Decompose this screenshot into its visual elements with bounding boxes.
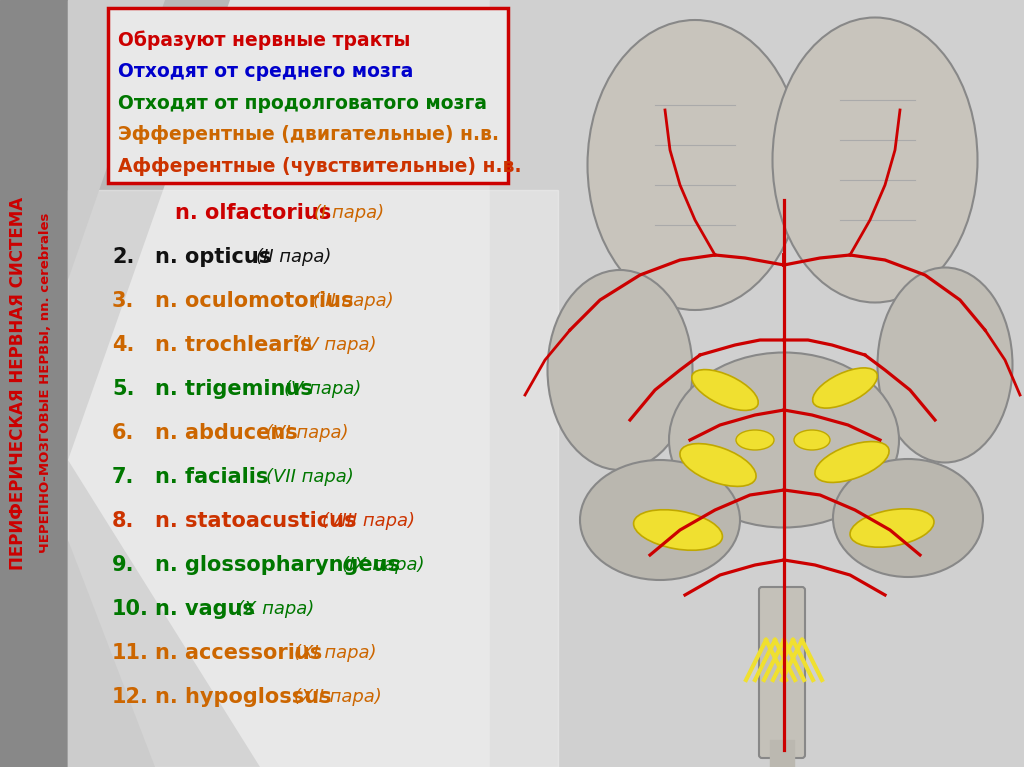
Ellipse shape <box>680 443 756 486</box>
Text: ЧЕРЕПНО-МОЗГОВЫЕ НЕРВЫ, nn. cerebrales: ЧЕРЕПНО-МОЗГОВЫЕ НЕРВЫ, nn. cerebrales <box>40 212 52 553</box>
Text: Отходят от продолговатого мозга: Отходят от продолговатого мозга <box>118 94 487 113</box>
Text: 6.: 6. <box>112 423 134 443</box>
Text: (IX пара): (IX пара) <box>341 556 424 574</box>
Polygon shape <box>68 540 155 767</box>
Ellipse shape <box>736 430 774 450</box>
Text: n. abducens: n. abducens <box>155 423 298 443</box>
Text: 3.: 3. <box>112 291 134 311</box>
Text: (I пара): (I пара) <box>314 204 384 222</box>
FancyBboxPatch shape <box>108 8 508 183</box>
Ellipse shape <box>634 510 723 550</box>
Ellipse shape <box>772 18 978 302</box>
Text: n. accessorius: n. accessorius <box>155 643 323 663</box>
Ellipse shape <box>580 460 740 580</box>
Text: (X пара): (X пара) <box>237 600 314 618</box>
Text: (III пара): (III пара) <box>313 292 393 310</box>
Ellipse shape <box>850 509 934 547</box>
Bar <box>490 0 1024 767</box>
Text: 10.: 10. <box>112 599 148 619</box>
Text: (VI пара): (VI пара) <box>265 424 348 442</box>
Ellipse shape <box>813 368 878 408</box>
Text: (VIII пара): (VIII пара) <box>323 512 416 530</box>
Ellipse shape <box>878 268 1013 463</box>
Text: 5.: 5. <box>112 379 134 399</box>
Ellipse shape <box>588 20 803 310</box>
Text: Образуют нервные тракты: Образуют нервные тракты <box>118 30 411 50</box>
Text: n. vagus: n. vagus <box>155 599 255 619</box>
Ellipse shape <box>548 270 692 470</box>
Ellipse shape <box>833 459 983 577</box>
Text: 2.: 2. <box>112 247 134 267</box>
Polygon shape <box>68 0 230 460</box>
Text: n. oculomotorius: n. oculomotorius <box>155 291 353 311</box>
Text: n. opticus: n. opticus <box>155 247 271 267</box>
Text: n. trochlearis: n. trochlearis <box>155 335 312 355</box>
Text: n. trigeminus: n. trigeminus <box>155 379 312 399</box>
Polygon shape <box>68 460 260 767</box>
Text: (XI пара): (XI пара) <box>294 644 377 662</box>
Bar <box>0 0 68 767</box>
Bar <box>770 740 794 767</box>
FancyBboxPatch shape <box>759 587 805 758</box>
Text: n. hypoglossus: n. hypoglossus <box>155 687 332 707</box>
Text: n. facialis: n. facialis <box>155 467 268 487</box>
Text: Афферентные (чувствительные) н.в.: Афферентные (чувствительные) н.в. <box>118 157 521 176</box>
Text: 11.: 11. <box>112 643 148 663</box>
Text: 4.: 4. <box>112 335 134 355</box>
Polygon shape <box>68 0 165 280</box>
Text: n. glossopharyngeus: n. glossopharyngeus <box>155 555 400 575</box>
Ellipse shape <box>815 442 889 482</box>
Text: (II пара): (II пара) <box>256 248 332 266</box>
Ellipse shape <box>669 353 899 528</box>
Ellipse shape <box>692 370 758 410</box>
Text: n. statoacusticus: n. statoacusticus <box>155 511 356 531</box>
Ellipse shape <box>794 430 830 450</box>
Text: 9.: 9. <box>112 555 134 575</box>
Text: n. olfactorius: n. olfactorius <box>175 203 331 223</box>
Text: Отходят от среднего мозга: Отходят от среднего мозга <box>118 62 414 81</box>
Bar <box>68 190 558 767</box>
Text: (V пара): (V пара) <box>285 380 361 398</box>
Text: ПЕРИФЕРИЧЕСКАЯ НЕРВНАЯ СИСТЕМА: ПЕРИФЕРИЧЕСКАЯ НЕРВНАЯ СИСТЕМА <box>9 196 27 570</box>
Text: (XII пара): (XII пара) <box>294 688 382 706</box>
Text: 7.: 7. <box>112 467 134 487</box>
Text: (IV пара): (IV пара) <box>294 336 377 354</box>
Text: 8.: 8. <box>112 511 134 531</box>
Text: Эфферентные (двигательные) н.в.: Эфферентные (двигательные) н.в. <box>118 125 499 144</box>
Text: 12.: 12. <box>112 687 148 707</box>
Text: (VII пара): (VII пара) <box>265 468 353 486</box>
